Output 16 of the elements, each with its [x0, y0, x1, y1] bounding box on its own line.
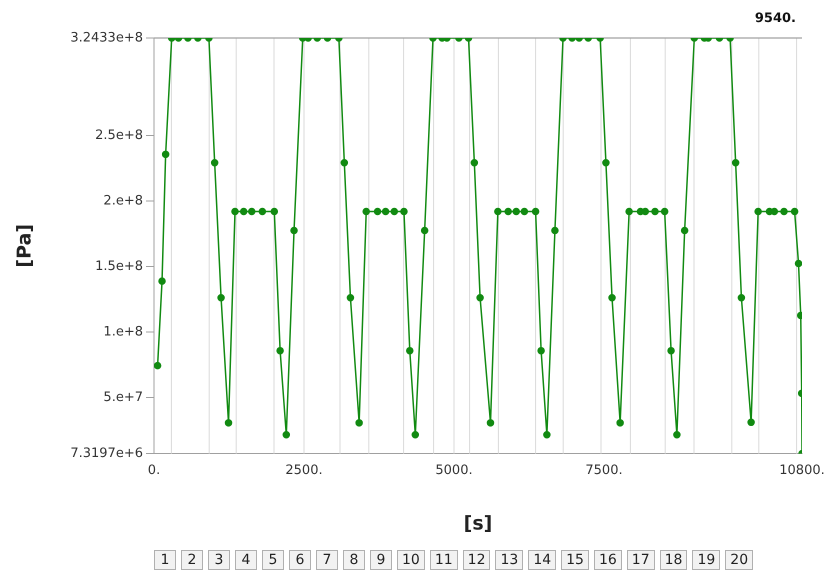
text: 1 2 3 4 5 6 7 8 9 10 11 12 13 14 15 16 17 18 19 20 [160, 552, 748, 568]
text: 9540. [754, 11, 796, 26]
x-tick-label: 0. [148, 462, 160, 478]
y-tick-label: 2.e+8 [103, 193, 143, 208]
y-tick-label: 1.5e+8 [95, 258, 143, 274]
x-tick-label: 5000. [435, 462, 473, 478]
y-tick-label: 7.3197e+6 [70, 446, 143, 461]
x-tick-label: 2500. [285, 462, 323, 478]
x-axis-title: [s] [464, 512, 492, 535]
y-axis-title: [Pa] [13, 224, 36, 268]
x-tick-label: 7500. [585, 462, 623, 478]
y-tick-label: 2.5e+8 [95, 128, 143, 143]
y-tick-label: 3.2433e+8 [70, 30, 143, 46]
y-tick-label: 1.e+8 [103, 324, 143, 340]
x-tick-label: 10800. [779, 462, 825, 478]
y-tick-label: 5.e+7 [103, 390, 143, 406]
